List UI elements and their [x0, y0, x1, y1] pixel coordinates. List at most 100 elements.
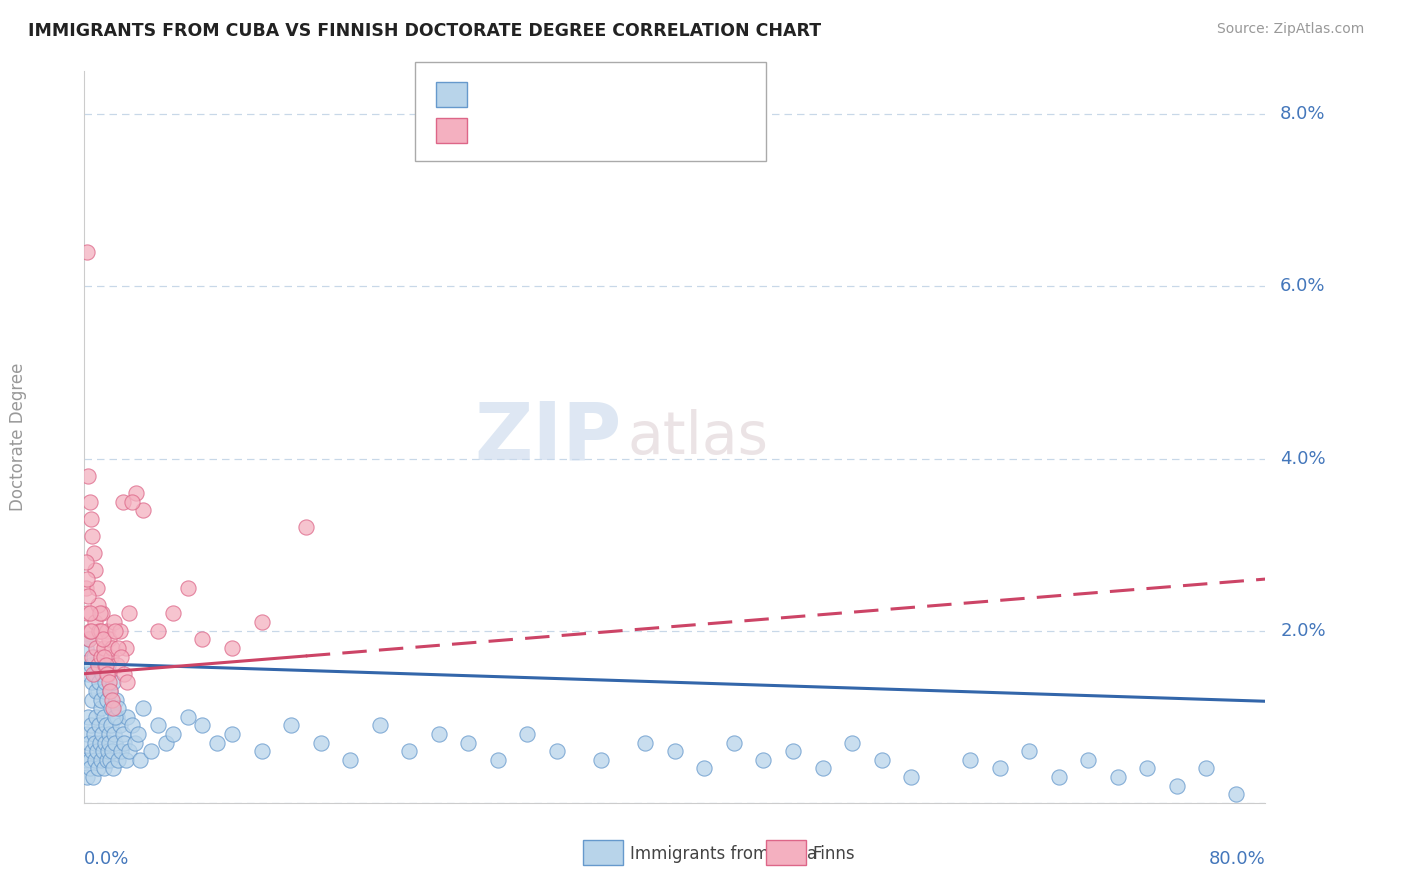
Point — [83, 753, 105, 767]
Text: 8.0%: 8.0% — [1281, 105, 1326, 123]
Point — [76, 607, 98, 621]
Point — [127, 727, 149, 741]
Point — [80, 744, 103, 758]
Point — [79, 753, 101, 767]
Point — [91, 744, 114, 758]
Point — [207, 735, 229, 749]
Point — [96, 666, 118, 681]
Point — [87, 658, 110, 673]
Point — [87, 598, 110, 612]
Point — [91, 666, 114, 681]
Point — [93, 640, 115, 655]
Point — [90, 624, 112, 638]
Point — [97, 744, 120, 758]
Point — [121, 494, 143, 508]
Point — [100, 692, 122, 706]
Point — [86, 658, 108, 673]
Point — [90, 701, 112, 715]
Point — [221, 727, 243, 741]
Point — [87, 761, 110, 775]
Point — [1047, 770, 1070, 784]
Point — [125, 486, 148, 500]
Point — [100, 744, 122, 758]
Point — [93, 761, 115, 775]
Point — [76, 666, 98, 681]
Point — [76, 572, 98, 586]
Point — [98, 632, 121, 647]
Point — [93, 649, 115, 664]
Point — [1166, 779, 1188, 793]
Point — [221, 640, 243, 655]
Point — [111, 727, 134, 741]
Point — [87, 624, 111, 638]
Point — [959, 753, 981, 767]
Point — [83, 546, 105, 560]
Point — [104, 710, 127, 724]
Point — [752, 753, 775, 767]
Point — [634, 735, 657, 749]
Text: 2.0%: 2.0% — [1281, 622, 1326, 640]
Point — [97, 666, 120, 681]
Point — [90, 692, 112, 706]
Point — [100, 649, 122, 664]
Point — [79, 624, 101, 638]
Point — [94, 658, 117, 673]
Point — [132, 503, 155, 517]
Point — [115, 710, 138, 724]
Point — [84, 735, 107, 749]
Point — [162, 607, 184, 621]
Point — [427, 727, 450, 741]
Point — [75, 753, 97, 767]
Point — [82, 529, 104, 543]
Text: R = -0.211: R = -0.211 — [475, 86, 572, 103]
Point — [162, 727, 184, 741]
Text: ZIP: ZIP — [474, 398, 621, 476]
Point — [107, 701, 129, 715]
Point — [97, 727, 120, 741]
Point — [486, 753, 509, 767]
Point — [86, 684, 108, 698]
Point — [1225, 787, 1247, 801]
Point — [75, 555, 97, 569]
Point — [114, 753, 136, 767]
Point — [108, 718, 131, 732]
Point — [114, 640, 136, 655]
Point — [191, 632, 214, 647]
Point — [76, 245, 98, 260]
Point — [82, 692, 104, 706]
Point — [280, 718, 302, 732]
Point — [108, 624, 131, 638]
Point — [75, 640, 97, 655]
Point — [80, 512, 103, 526]
Point — [870, 753, 893, 767]
Point — [84, 640, 107, 655]
Point — [93, 710, 115, 724]
Point — [1195, 761, 1218, 775]
Point — [723, 735, 745, 749]
Point — [97, 658, 120, 673]
Point — [309, 735, 332, 749]
Point — [89, 735, 111, 749]
Point — [97, 675, 120, 690]
Text: N = 116: N = 116 — [626, 86, 699, 103]
Point — [84, 666, 107, 681]
Point — [664, 744, 686, 758]
Point — [86, 581, 108, 595]
Point — [79, 607, 101, 621]
Text: atlas: atlas — [627, 409, 769, 466]
Point — [129, 753, 152, 767]
Point — [83, 615, 105, 629]
Point — [100, 701, 122, 715]
Point — [94, 658, 117, 673]
Point — [139, 744, 162, 758]
Point — [89, 675, 111, 690]
Point — [132, 701, 155, 715]
Point — [79, 494, 101, 508]
Point — [76, 727, 98, 741]
Point — [96, 624, 118, 638]
Point — [112, 666, 135, 681]
Point — [155, 735, 177, 749]
Point — [100, 718, 122, 732]
Point — [82, 666, 104, 681]
Point — [107, 640, 129, 655]
